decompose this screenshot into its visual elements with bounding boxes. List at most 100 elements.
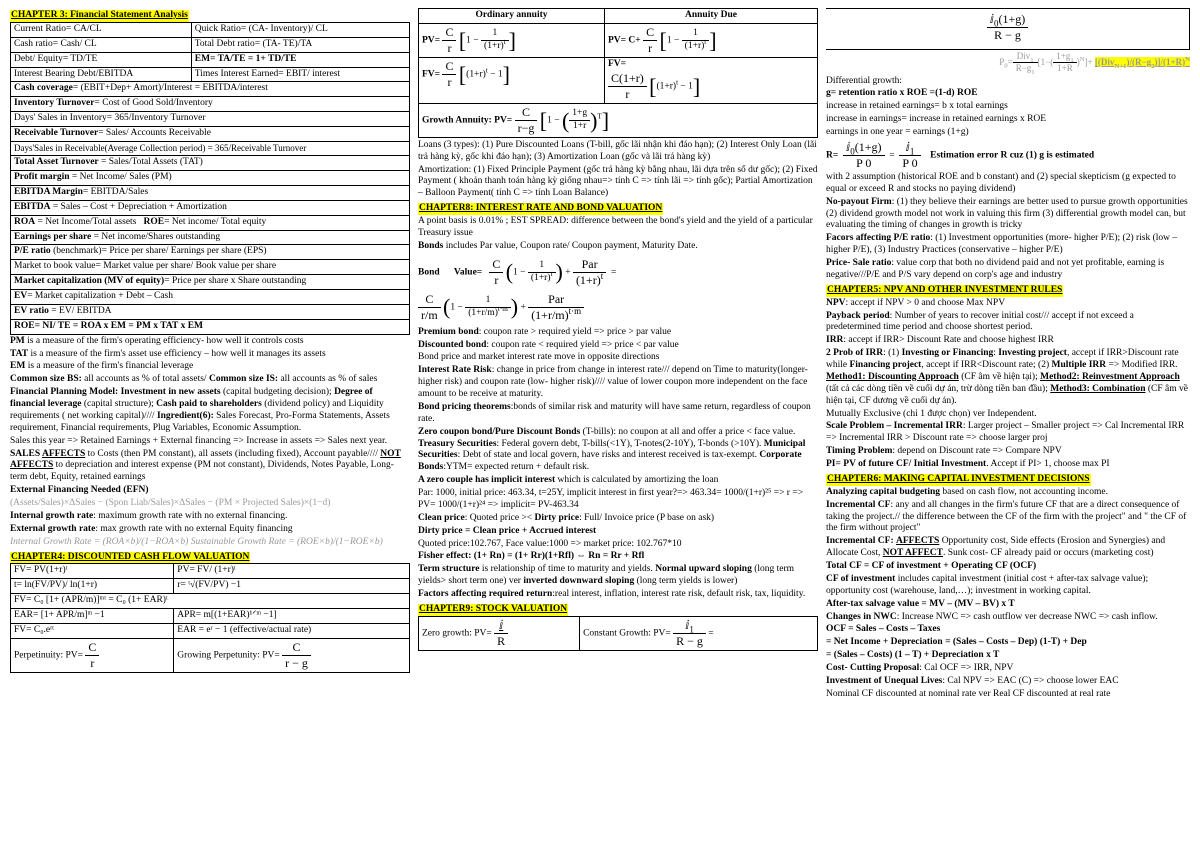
cell: EAR= [1+ APR/m]ᵐ −1 [11,609,174,624]
note: Quoted price:102.767, Face value:1000 =>… [418,539,818,551]
line: Timing Problem: depend on Discount rate … [826,446,1190,458]
cell: FV= PV(1+r)ᵗ [11,564,174,579]
line: NPV: accept if NPV > 0 and choose Max NP… [826,298,1190,310]
line: Total CF = CF of investment + Operating … [826,561,1190,573]
note: Sales this year => Retained Earnings + E… [10,436,410,448]
bond-formula-2: Cr/m (1 − 1(1+r/m)t·m) + Par(1+r/m)t·m [418,292,818,323]
note: SALES AFFECTS to Costs (then PM constant… [10,449,410,485]
cell: Current Ratio= CA/CL [11,22,192,37]
line: increase in earnings= increase in retain… [826,114,1190,126]
cell: Cash ratio= Cash/ CL [11,37,192,52]
ch5-title: CHAPTER5: NPV AND OTHER INVESTMENT RULES [826,285,1063,297]
p: Facors affecting P/E ratio: (1) Investme… [826,233,1190,257]
cell: P/E ratio (benchmark)= Price per share/ … [11,245,410,260]
pv-ordinary: PV= Cr [1 − 1(1+r)t] [419,23,605,57]
line: Incremental CF: AFFECTS Opportunity cost… [826,536,1190,560]
ch9-table: Zero growth: PV= ⅈR Constant Growth: PV=… [418,616,818,651]
note: Dirty price = Clean price + Accrued inte… [418,526,818,538]
note: Discounted bond: coupon rate < required … [418,340,818,352]
ch8-block: A point basis is 0.01% ; EST SPREAD: dif… [418,216,818,601]
cell: Cash coverage= (EBIT+Dep+ Amort)/Interes… [11,82,410,97]
pv-due: PV= C+ Cr [1 − 1(1+r)t] [604,23,817,57]
ch3-notes: PM is a measure of the firm's operating … [10,336,410,549]
line: Incremental CF: any and all changes in t… [826,500,1190,536]
line: Cost- Cutting Proposal: Cal OCF => IRR, … [826,663,1190,675]
fv-ordinary: FV= Cr [(1+r)t − 1] [419,57,605,103]
loans-p1: Loans (3 types): (1) Pure Discounted Loa… [418,140,818,164]
ch3-title: CHAPTER 3: Financial Statement Analysis [10,10,189,22]
note: EM is a measure of the firm's financial … [10,361,410,373]
head: Ordinary annuity [419,9,605,24]
cell: PV= FV/ (1+r)ᵗ [174,564,410,579]
ch6-title: CHAPTER6: MAKING CAPITAL INVESTMENT DECI… [826,474,1091,486]
line: = (Sales – Costs) (1 – T) + Depreciation… [826,650,1190,662]
line: increase in retained earnings= b x total… [826,101,1190,113]
loans-block: Loans (3 types): (1) Pure Discounted Loa… [418,140,818,200]
line: CF of investment includes capital invest… [826,574,1190,598]
note: Common size BS: all accounts as % of tot… [10,374,410,386]
cell: Days'Sales in Receivable(Average Collect… [11,141,410,155]
cell: Debt/ Equity= TD/TE [11,52,192,67]
cell: FV= C₀ [1+ (APR/m)]ᵐᵗ = C₀ (1+ EAR)ᵗ [11,594,410,609]
cell: ROE= NI/ TE = ROA x EM = PM x TAT x EM [11,319,410,334]
fv-due: FV= C(1+r)r [(1+r)t − 1] [604,57,817,103]
note: External growth rate: max growth rate wi… [10,524,410,536]
line: Mutually Exclusive (chỉ 1 được chọn) ver… [826,409,1190,421]
zero-growth: Zero growth: PV= ⅈR [419,616,580,650]
ch8-p1: A point basis is 0.01% ; EST SPREAD: dif… [418,216,818,240]
ch4-table: FV= PV(1+r)ᵗPV= FV/ (1+r)ᵗ t= ln(FV/PV)/… [10,563,410,672]
cell: Total Debt ratio= (TA- TE)/TA [191,37,409,52]
cell: Quick Ratio= (CA- Inventory)/ CL [191,22,409,37]
line: Analyzing capital budgeting based on cas… [826,487,1190,499]
ch4-title: CHAPTER4: DISCOUNTED CASH FLOW VALUATION [10,552,250,564]
p: No-payout Firm: (1) they believe their e… [826,197,1190,233]
note: Interest Rate Risk: change in price from… [418,365,818,401]
ch3-ratio-table: Current Ratio= CA/CLQuick Ratio= (CA- In… [10,22,410,335]
ch8-p2: Bonds includes Par value, Coupon rate/ C… [418,241,818,253]
line: Payback period: Number of years to recov… [826,311,1190,335]
cell: Times Interest Earned= EBIT/ interest [191,67,409,82]
growth-annuity: Growth Annuity: PV= Cr−g [1 − (1+g1+r)T] [419,103,818,137]
cell: Total Asset Turnover = Sales/Total Asset… [11,156,410,171]
cell: ROA = Net Income/Total assets ROE= Net i… [11,215,410,230]
diff-label: Differential growth: [826,76,1190,88]
line: earnings in one year = earnings (1+g) [826,127,1190,139]
g-formula: g= retention ratio x ROE =(1-d) ROE [826,88,1190,100]
column-3: ⅈ0(1+g)R − g P0=Div1R−g1[1−(1+g11+R)N]+ … [826,8,1190,840]
cell: Market capitalization (MV of equity)= Pr… [11,275,410,290]
diff-growth-formula: ⅈ0(1+g)R − g [826,8,1190,50]
note: Bond pricing theorems:bonds of similar r… [418,402,818,426]
cell: Earnings per share = Net income/Shares o… [11,230,410,245]
cell: EBITDA = Sales – Cost + Depreciation + A… [11,200,410,215]
cell: t= ln(FV/PV)/ ln(1+r) [11,579,174,594]
note: PM is a measure of the firm's operating … [10,336,410,348]
head: Annuity Due [604,9,817,24]
line: = Net Income + Depreciation = (Sales – C… [826,637,1190,649]
line: After-tax salvage value = MV – (MV – BV)… [826,599,1190,611]
growth-formulas: Internal Growth Rate = (ROA×b)/(1−ROA×b)… [10,537,410,549]
note: TAT is a measure of the firm's asset use… [10,349,410,361]
ch9-title: CHAPTER9: STOCK VALUATION [418,604,568,616]
efn-formula: (Assets/Sales)×ΔSales − (Spon Liab/Sales… [10,498,410,510]
cell: Profit margin = Net Income/ Sales (PM) [11,171,410,186]
bond-formula: Bond Value= Cr (1 − 1(1+r)t) + Par(1+r)t… [418,257,818,288]
line: Investment of Unequal Lives: Cal NPV => … [826,676,1190,688]
note: Zero coupon bond/Pure Discount Bonds (T-… [418,427,818,475]
note: External Financing Needed (EFN) [10,485,410,497]
line: Scale Problem – Incremental IRR: Larger … [826,421,1190,445]
line: 2 Prob of IRR: (1) Investing or Financin… [826,348,1190,407]
note: Par: 1000, initial price: 463.34, t=25Y,… [418,488,818,512]
cell: Interest Bearing Debt/EBITDA [11,67,192,82]
note: Internal growth rate: maximum growth rat… [10,511,410,523]
cell: APR= m[(1+EAR)¹ᐟᵐ −1] [174,609,410,624]
cell: EV ratio = EV/ EBITDA [11,304,410,319]
ch6-block: Analyzing capital budgeting based on cas… [826,487,1190,701]
cell: FV= C₀.eʳᵗ [11,623,174,638]
note: Clean price: Quoted price >< Dirty price… [418,513,818,525]
line: IRR: accept if IRR> Discount Rate and ch… [826,335,1190,347]
note: Financial Planning Model: Investment in … [10,387,410,435]
column-2: Ordinary annuity Annuity Due PV= Cr [1 −… [418,8,818,840]
growing-perpetuity-cell: Growing Perpetunity: PV= Cr − g [174,638,410,672]
perpetuity-cell: Perpetinuity: PV= Cr [11,638,174,672]
ch8-title: CHAPTER8: INTEREST RATE AND BOND VALUATI… [418,203,663,215]
